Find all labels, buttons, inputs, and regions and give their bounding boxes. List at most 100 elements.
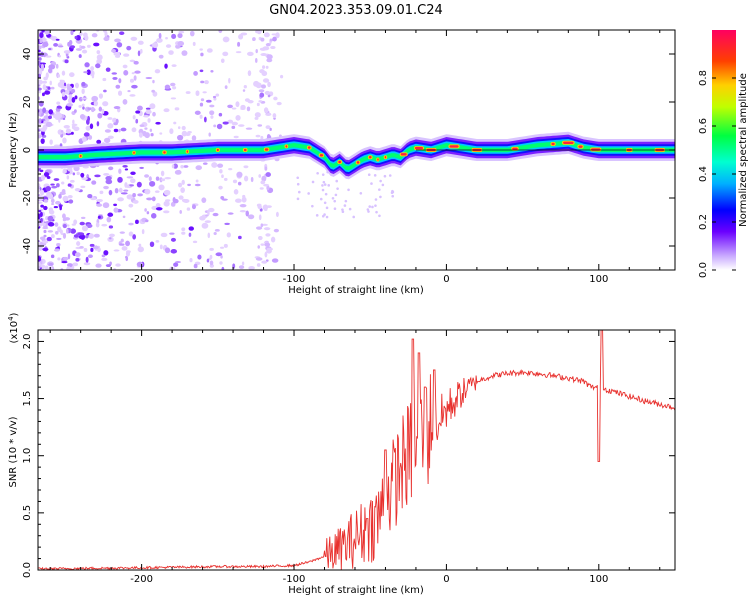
noise-speckle xyxy=(132,115,136,120)
noise-speckle xyxy=(195,179,199,183)
noise-speckle xyxy=(119,31,125,35)
noise-speckle xyxy=(235,51,242,54)
noise-speckle xyxy=(181,130,188,137)
noise-speckle xyxy=(335,179,339,183)
noise-speckle xyxy=(113,249,120,252)
noise-speckle xyxy=(260,37,265,42)
noise-speckle xyxy=(266,248,272,254)
noise-speckle xyxy=(58,193,62,199)
noise-speckle xyxy=(102,202,110,209)
noise-speckle xyxy=(43,120,47,124)
noise-speckle xyxy=(73,109,77,113)
noise-speckle xyxy=(257,235,263,241)
noise-speckle xyxy=(90,66,95,71)
noise-speckle xyxy=(88,233,95,239)
noise-speckle xyxy=(67,224,70,227)
noise-speckle xyxy=(171,164,175,169)
noise-speckle xyxy=(84,35,89,41)
noise-speckle xyxy=(177,126,181,130)
noise-speckle xyxy=(178,195,184,200)
ridge-peak xyxy=(243,148,247,152)
noise-speckle xyxy=(155,203,161,208)
noise-speckle xyxy=(38,96,41,101)
noise-speckle xyxy=(321,173,325,176)
noise-speckle xyxy=(126,250,131,254)
noise-speckle xyxy=(248,266,255,270)
colorbar-tick-label: 0.2 xyxy=(698,214,709,230)
noise-speckle xyxy=(255,226,263,230)
noise-speckle xyxy=(128,231,134,237)
noise-speckle xyxy=(62,213,66,219)
noise-speckle xyxy=(359,191,363,195)
noise-speckle xyxy=(67,194,73,199)
noise-speckle xyxy=(137,105,143,111)
noise-speckle xyxy=(213,97,217,101)
noise-speckle xyxy=(152,91,158,97)
colorbar-ticks: 0.0 0.2 0.4 0.6 0.8 xyxy=(698,70,736,278)
noise-speckle xyxy=(127,90,131,93)
noise-speckle xyxy=(275,32,280,39)
noise-speckle xyxy=(39,211,43,217)
noise-speckle xyxy=(158,184,165,191)
noise-speckle xyxy=(177,40,185,47)
noise-speckle xyxy=(38,49,41,53)
noise-speckle xyxy=(62,137,67,144)
noise-speckle xyxy=(48,209,55,215)
noise-speckle xyxy=(168,50,174,55)
noise-speckle xyxy=(81,225,89,232)
noise-speckle xyxy=(319,197,323,201)
noise-speckle xyxy=(38,119,41,123)
noise-speckle xyxy=(213,124,217,128)
noise-speckle xyxy=(61,181,65,185)
noise-speckle xyxy=(255,134,261,138)
noise-speckle xyxy=(118,187,123,193)
snr-x-axis-label: Height of straight line (km) xyxy=(288,585,424,596)
noise-speckle xyxy=(38,45,42,50)
noise-speckle xyxy=(38,90,42,94)
noise-speckle xyxy=(160,170,165,177)
noise-speckle xyxy=(181,125,186,131)
noise-speckle xyxy=(257,204,262,210)
noise-speckle xyxy=(91,95,99,102)
noise-speckle xyxy=(105,175,112,181)
noise-speckle xyxy=(378,188,381,191)
noise-speckle xyxy=(61,70,66,76)
x-tick-label: 100 xyxy=(589,574,608,585)
noise-speckle xyxy=(245,210,249,217)
noise-speckle xyxy=(87,115,91,122)
noise-speckle xyxy=(82,106,85,110)
noise-speckle xyxy=(220,255,223,259)
noise-speckle xyxy=(62,233,67,239)
noise-speckle xyxy=(149,241,155,248)
noise-speckle xyxy=(280,74,284,79)
noise-speckle xyxy=(67,166,73,172)
noise-speckle xyxy=(53,205,59,209)
noise-speckle xyxy=(89,243,95,247)
noise-speckle xyxy=(178,182,183,188)
noise-speckle xyxy=(185,91,191,95)
noise-speckle xyxy=(324,192,328,196)
y-tick-label: 2.0 xyxy=(22,333,33,349)
noise-speckle xyxy=(55,38,60,41)
noise-speckle xyxy=(174,107,180,111)
noise-speckle xyxy=(97,215,101,219)
noise-speckle xyxy=(215,93,220,97)
noise-speckle xyxy=(233,135,239,139)
noise-speckle xyxy=(137,40,144,45)
noise-speckle xyxy=(264,90,271,96)
noise-speckle xyxy=(90,106,95,113)
noise-speckle xyxy=(203,116,207,123)
noise-speckle xyxy=(48,115,52,120)
noise-speckle xyxy=(107,123,114,129)
noise-speckle xyxy=(91,33,98,38)
noise-speckle xyxy=(125,240,131,247)
y-tick-label: 20 xyxy=(22,96,33,109)
noise-speckle xyxy=(123,70,129,76)
noise-speckle xyxy=(171,64,177,68)
y-tick-label: -40 xyxy=(22,238,33,254)
noise-speckle xyxy=(46,236,52,242)
noise-speckle xyxy=(134,70,141,74)
ridge-peak xyxy=(79,154,82,158)
noise-speckle xyxy=(247,214,255,220)
noise-speckle xyxy=(252,37,256,42)
